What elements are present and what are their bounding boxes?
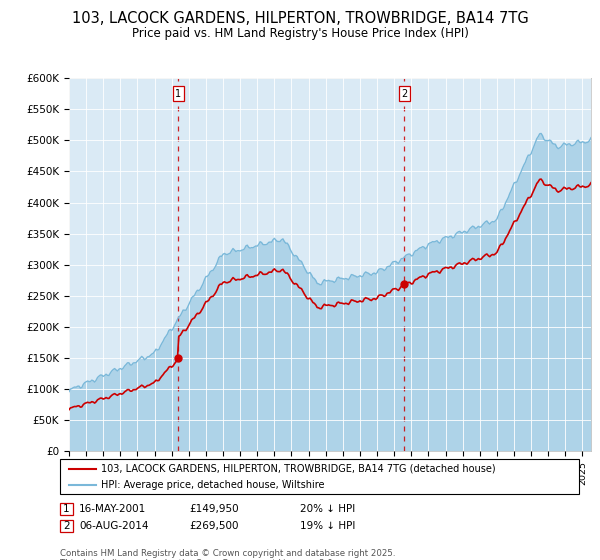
Text: 20% ↓ HPI: 20% ↓ HPI <box>300 504 355 514</box>
Text: 1: 1 <box>175 89 181 99</box>
Text: £269,500: £269,500 <box>189 521 239 531</box>
Text: HPI: Average price, detached house, Wiltshire: HPI: Average price, detached house, Wilt… <box>101 480 325 490</box>
Text: 1: 1 <box>63 504 70 514</box>
Text: 103, LACOCK GARDENS, HILPERTON, TROWBRIDGE, BA14 7TG (detached house): 103, LACOCK GARDENS, HILPERTON, TROWBRID… <box>101 464 496 474</box>
Text: 16-MAY-2001: 16-MAY-2001 <box>79 504 146 514</box>
Text: 19% ↓ HPI: 19% ↓ HPI <box>300 521 355 531</box>
Text: £149,950: £149,950 <box>189 504 239 514</box>
Text: 2: 2 <box>401 89 407 99</box>
Text: 103, LACOCK GARDENS, HILPERTON, TROWBRIDGE, BA14 7TG: 103, LACOCK GARDENS, HILPERTON, TROWBRID… <box>71 11 529 26</box>
Text: Contains HM Land Registry data © Crown copyright and database right 2025.
This d: Contains HM Land Registry data © Crown c… <box>60 549 395 560</box>
Text: Price paid vs. HM Land Registry's House Price Index (HPI): Price paid vs. HM Land Registry's House … <box>131 27 469 40</box>
Text: 2: 2 <box>63 521 70 531</box>
Text: 06-AUG-2014: 06-AUG-2014 <box>79 521 149 531</box>
